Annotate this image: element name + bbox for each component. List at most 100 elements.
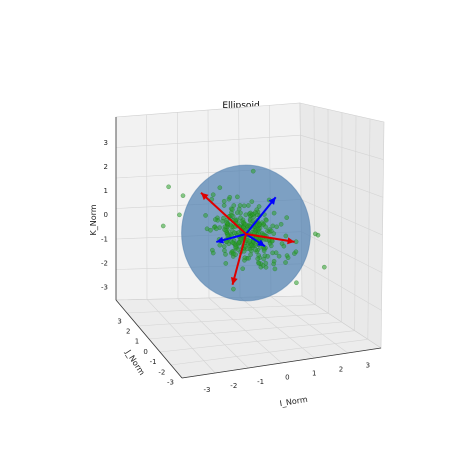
data-point <box>270 223 276 229</box>
data-point <box>249 248 254 254</box>
data-point <box>213 217 218 222</box>
plot-area <box>160 164 327 302</box>
data-point <box>240 266 246 271</box>
data-point <box>243 244 248 249</box>
data-point <box>250 168 256 174</box>
data-point <box>223 252 228 257</box>
data-point <box>221 198 227 204</box>
z-tick-label: -2 <box>101 259 108 267</box>
data-point <box>224 220 229 225</box>
data-point <box>248 252 253 257</box>
data-point <box>260 263 266 268</box>
z-tick-label: 0 <box>104 211 108 219</box>
data-point <box>221 244 227 249</box>
x-tick-label: -3 <box>204 386 211 394</box>
data-point <box>270 238 275 244</box>
data-point <box>293 239 299 245</box>
data-point <box>242 255 248 261</box>
y-tick-label: 1 <box>135 338 139 346</box>
y-axis-line <box>115 299 183 379</box>
data-point <box>217 185 223 190</box>
x-axis-line <box>181 347 382 379</box>
y-tick-label: -1 <box>150 358 157 366</box>
data-point <box>263 224 268 230</box>
data-point <box>222 248 227 253</box>
data-point <box>204 226 210 232</box>
x-tick-label: 2 <box>339 366 343 374</box>
data-point <box>231 286 236 292</box>
y-tick-label: -3 <box>167 379 174 387</box>
data-point <box>294 280 299 286</box>
data-point <box>225 233 231 239</box>
z-tick-label: -1 <box>101 235 108 243</box>
data-point <box>230 207 235 212</box>
data-point <box>238 215 243 221</box>
data-point <box>235 247 241 252</box>
data-point <box>231 203 237 208</box>
data-point <box>249 242 254 248</box>
data-point <box>285 255 291 261</box>
data-point <box>231 251 236 257</box>
axis-arrow <box>245 233 266 248</box>
data-point <box>221 203 227 208</box>
data-point <box>247 217 253 222</box>
data-point <box>293 249 299 255</box>
data-point <box>236 206 242 212</box>
z-tick-label: 2 <box>104 163 108 171</box>
data-point <box>278 221 284 227</box>
data-point <box>210 192 216 198</box>
data-point <box>283 260 288 265</box>
axis-arrow <box>200 192 247 235</box>
data-point <box>223 228 229 233</box>
data-point <box>256 261 262 266</box>
data-point <box>271 210 277 216</box>
data-point <box>276 253 282 259</box>
data-point <box>232 230 237 236</box>
axis-arrow <box>230 233 247 285</box>
data-point <box>255 256 261 262</box>
data-point <box>246 203 251 208</box>
data-point <box>273 250 279 256</box>
data-point <box>177 212 182 218</box>
data-point <box>241 203 247 209</box>
y-tick-label: -2 <box>158 368 165 376</box>
data-point <box>210 250 216 256</box>
data-point <box>223 261 229 266</box>
zlabel: K_Norm <box>89 204 98 235</box>
data-point <box>242 221 248 227</box>
data-point <box>227 194 233 200</box>
axis-arrow <box>245 233 295 245</box>
data-point <box>235 194 240 200</box>
data-point <box>283 233 289 239</box>
data-point <box>274 224 280 230</box>
xlabel: I_Norm <box>279 395 308 408</box>
data-point <box>249 199 255 204</box>
data-point <box>312 231 318 237</box>
data-point <box>229 224 234 229</box>
data-point <box>264 217 269 223</box>
z-tick-label: -3 <box>101 284 108 292</box>
data-point <box>166 184 171 190</box>
data-point <box>235 210 240 215</box>
data-point <box>254 207 260 212</box>
data-point <box>262 253 268 258</box>
x-tick-label: 0 <box>285 374 289 382</box>
data-point <box>213 226 219 232</box>
y-tick-label: 0 <box>143 348 147 356</box>
data-point <box>217 242 223 248</box>
data-point <box>255 226 261 232</box>
data-point <box>203 213 208 218</box>
data-point <box>244 237 250 243</box>
data-point <box>271 261 276 267</box>
axis-arrow <box>245 196 277 235</box>
data-point <box>243 212 249 218</box>
x-tick-label: -1 <box>257 378 264 386</box>
data-point <box>321 264 327 270</box>
y-tick-label: 3 <box>117 317 121 325</box>
data-point <box>272 266 278 272</box>
x-tick-label: 3 <box>366 361 370 369</box>
z-tick-label: 1 <box>104 187 108 195</box>
x-tick-label: 1 <box>312 370 316 378</box>
x-tick-label: -2 <box>230 382 237 390</box>
